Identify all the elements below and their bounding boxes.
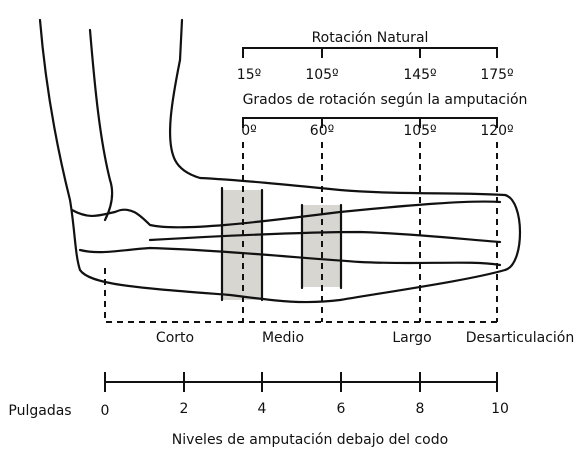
ruler-tick-label: 10: [491, 401, 509, 417]
caption: Niveles de amputación debajo del codo: [172, 432, 448, 448]
ruler-tick-label: 4: [258, 401, 267, 417]
arm-drawing: [38, 18, 521, 304]
amputation-label: 0º: [241, 123, 257, 139]
natural-label: 15º: [237, 67, 261, 83]
ruler-label: Pulgadas: [8, 403, 71, 419]
amputation-label: 60º: [310, 123, 334, 139]
amputation-title: Grados de rotación según la amputación: [243, 92, 528, 108]
level-label: Corto: [156, 330, 194, 346]
natural-label: 145º: [403, 67, 436, 83]
amputation-label: 120º: [480, 123, 513, 139]
ruler-tick-label: 8: [416, 401, 425, 417]
arm-outline: [38, 18, 521, 304]
amputation-bracket: [242, 117, 498, 128]
amputation-label: 105º: [403, 123, 436, 139]
natural-label: 175º: [480, 67, 513, 83]
bone-line: [78, 246, 502, 267]
ruler-tick-label: 6: [337, 401, 346, 417]
level-label: Medio: [262, 330, 304, 346]
natural-label: 105º: [305, 67, 338, 83]
ruler-tick-label: 2: [180, 401, 189, 417]
level-label: Desarticulación: [466, 330, 574, 346]
bone-line: [70, 200, 502, 229]
humerus-line: [88, 28, 114, 222]
level-guides: [104, 142, 498, 323]
ruler: [104, 372, 498, 392]
bone-line: [148, 230, 502, 244]
ruler-tick-label: 0: [101, 403, 110, 419]
natural-bracket: [242, 47, 498, 58]
natural-title: Rotación Natural: [312, 30, 429, 46]
level-label: Largo: [392, 330, 431, 346]
